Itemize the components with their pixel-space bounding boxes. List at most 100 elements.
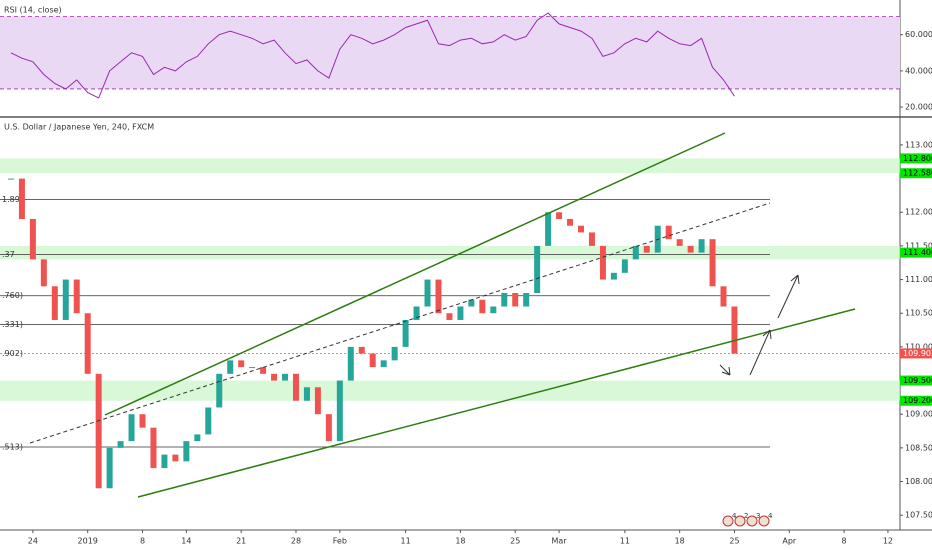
candle xyxy=(512,293,519,307)
y-tick-label: 111.500 xyxy=(905,241,932,250)
x-tick-label: 24 xyxy=(28,537,38,546)
candle xyxy=(325,414,332,442)
event-badge-label: 3 xyxy=(756,512,760,520)
arrow-up xyxy=(777,274,800,319)
x-tick-label: 25 xyxy=(510,537,520,546)
candle xyxy=(347,346,354,381)
x-tick-label: 18 xyxy=(455,537,465,546)
candle xyxy=(227,360,234,374)
y-tick-label: 20.0000 xyxy=(905,103,932,112)
candle xyxy=(161,454,168,469)
price-tag xyxy=(900,153,932,164)
candle xyxy=(95,373,102,489)
price-tag-label: 112.800 xyxy=(903,154,932,163)
zone xyxy=(0,245,900,260)
candle xyxy=(336,380,343,442)
event-badge-label: 4 xyxy=(732,512,737,520)
candle xyxy=(271,373,278,381)
y-tick-label: 110.000 xyxy=(905,342,932,351)
x-tick-label: Feb xyxy=(333,537,347,546)
candle xyxy=(380,360,387,368)
candle xyxy=(292,373,299,401)
event-badge xyxy=(758,515,770,527)
candle xyxy=(18,178,25,219)
y-tick-label: 108.500 xyxy=(905,443,932,452)
y-tick-label: 108.000 xyxy=(905,477,932,486)
candle xyxy=(183,441,190,462)
level-label: 1.89) xyxy=(2,195,23,204)
candle xyxy=(446,313,453,320)
candle xyxy=(391,346,398,361)
price-tag xyxy=(900,247,932,258)
price-tag-label: 111.400 xyxy=(903,248,932,257)
candle xyxy=(216,373,223,408)
candle xyxy=(720,286,727,307)
candle xyxy=(7,178,14,180)
x-tick-label: 14 xyxy=(181,537,191,546)
y-tick-label: 110.500 xyxy=(905,309,932,318)
level-label: .37 xyxy=(2,250,15,259)
candle xyxy=(731,306,738,354)
candle xyxy=(698,239,705,253)
candle xyxy=(413,306,420,320)
price-tag-label: 109.200 xyxy=(903,396,932,405)
candle xyxy=(51,286,58,320)
x-tick-label: Mar xyxy=(552,537,568,546)
event-badge xyxy=(746,515,758,527)
x-tick-label: 18 xyxy=(675,537,685,546)
zone xyxy=(0,380,900,401)
candle xyxy=(282,373,289,381)
candle xyxy=(139,414,146,428)
price-tag-label: 112.580 xyxy=(903,169,932,178)
level-label: .513) xyxy=(2,442,23,451)
channel-upper xyxy=(104,132,726,416)
candle xyxy=(501,293,508,307)
candle xyxy=(435,279,442,314)
event-badge-label: 4 xyxy=(768,512,773,520)
level-label: .902) xyxy=(2,349,23,358)
candle xyxy=(534,245,541,294)
price-tag-label: 109.500 xyxy=(903,376,932,385)
x-tick-label: 8 xyxy=(140,537,145,546)
candle xyxy=(402,319,409,347)
candle xyxy=(709,239,716,287)
candle xyxy=(479,299,486,314)
candle xyxy=(29,218,36,260)
arrow-up xyxy=(749,329,772,376)
price-tag xyxy=(900,395,932,406)
price-tag xyxy=(900,348,932,359)
x-tick-label: 12 xyxy=(883,537,893,546)
y-tick-label: 60.0000 xyxy=(905,30,932,39)
candle xyxy=(610,272,617,280)
candle xyxy=(643,245,650,253)
candle xyxy=(40,259,47,287)
price-tag xyxy=(900,168,932,179)
rsi-line xyxy=(10,12,735,99)
candle xyxy=(369,353,376,368)
candle xyxy=(238,360,245,368)
drawings xyxy=(29,132,856,498)
rsi-band xyxy=(0,16,900,89)
event-badge-label: 2 xyxy=(744,512,748,520)
y-tick-label: 40.0000 xyxy=(905,66,932,75)
candle xyxy=(567,218,574,226)
y-tick-label: 112.000 xyxy=(905,208,932,217)
event-badge xyxy=(734,515,746,527)
candle xyxy=(128,414,135,442)
candle xyxy=(545,212,552,246)
candle xyxy=(150,427,157,469)
channel-mid xyxy=(29,202,771,444)
candle xyxy=(358,346,365,354)
candle xyxy=(194,434,201,442)
candle xyxy=(205,407,212,435)
candle xyxy=(117,441,124,448)
candle xyxy=(260,367,267,374)
candle xyxy=(676,239,683,246)
candle xyxy=(556,212,563,219)
price-tag xyxy=(900,375,932,386)
x-tick-label: Apr xyxy=(782,537,797,546)
candle xyxy=(172,454,179,462)
y-tick-label: 109.000 xyxy=(905,410,932,419)
candle xyxy=(73,279,80,314)
